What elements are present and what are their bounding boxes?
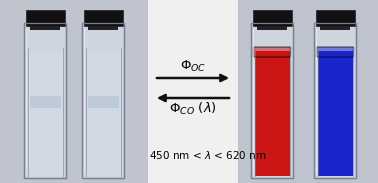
Bar bbox=[88, 24, 118, 30]
Bar bbox=[82, 23, 124, 178]
Bar bbox=[24, 23, 66, 178]
Text: $\Phi_{OC}$: $\Phi_{OC}$ bbox=[180, 59, 206, 74]
Bar bbox=[87, 96, 118, 108]
Bar bbox=[25, 10, 65, 26]
FancyBboxPatch shape bbox=[316, 47, 353, 57]
Bar bbox=[28, 51, 62, 176]
FancyBboxPatch shape bbox=[254, 47, 291, 57]
Bar bbox=[321, 24, 350, 30]
Bar bbox=[238, 0, 378, 183]
Bar bbox=[84, 10, 122, 26]
Text: $\Phi_{CO}$ ($\lambda$): $\Phi_{CO}$ ($\lambda$) bbox=[169, 101, 217, 117]
Bar bbox=[0, 0, 148, 183]
Bar bbox=[148, 0, 238, 183]
Bar bbox=[29, 96, 60, 108]
Bar bbox=[316, 10, 355, 26]
Bar bbox=[24, 23, 66, 178]
Bar bbox=[82, 23, 124, 178]
Bar bbox=[314, 23, 356, 178]
Bar bbox=[85, 51, 121, 176]
Bar bbox=[254, 51, 290, 176]
Bar bbox=[314, 23, 356, 178]
Bar bbox=[318, 51, 353, 176]
Bar bbox=[30, 24, 60, 30]
Text: 450 nm < $\lambda$ < 620 nm: 450 nm < $\lambda$ < 620 nm bbox=[149, 149, 267, 161]
Bar bbox=[251, 23, 293, 178]
Bar bbox=[257, 24, 287, 30]
Bar bbox=[253, 10, 291, 26]
Bar bbox=[251, 23, 293, 178]
